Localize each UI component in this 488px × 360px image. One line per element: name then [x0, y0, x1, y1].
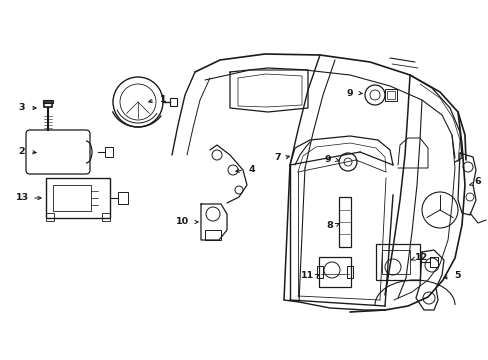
Bar — [429, 257, 437, 267]
Bar — [316, 266, 323, 278]
Bar — [44, 102, 52, 107]
Bar — [346, 266, 352, 278]
Bar — [318, 257, 350, 287]
Bar — [46, 178, 110, 218]
Bar — [170, 98, 177, 106]
Text: 5: 5 — [454, 270, 460, 279]
Text: 6: 6 — [474, 177, 480, 186]
Bar — [384, 89, 396, 101]
Text: 8: 8 — [326, 220, 333, 230]
Bar — [102, 213, 110, 221]
Text: 7: 7 — [274, 153, 281, 162]
Text: 3: 3 — [19, 104, 25, 112]
Text: 12: 12 — [414, 253, 428, 262]
Text: 1: 1 — [160, 95, 166, 104]
Text: 9: 9 — [324, 156, 331, 165]
Bar — [105, 147, 113, 157]
Text: 4: 4 — [248, 166, 255, 175]
Bar — [381, 250, 409, 274]
Bar — [375, 244, 419, 280]
Bar — [118, 192, 128, 204]
Bar — [43, 100, 53, 103]
Bar — [338, 197, 350, 247]
Bar — [53, 185, 91, 211]
Bar — [386, 91, 394, 99]
Bar — [204, 230, 221, 240]
Bar — [46, 213, 54, 221]
Text: 9: 9 — [346, 89, 353, 98]
Text: 2: 2 — [19, 148, 25, 157]
Text: 10: 10 — [175, 217, 188, 226]
Text: 13: 13 — [16, 194, 28, 202]
Text: 11: 11 — [301, 270, 314, 279]
